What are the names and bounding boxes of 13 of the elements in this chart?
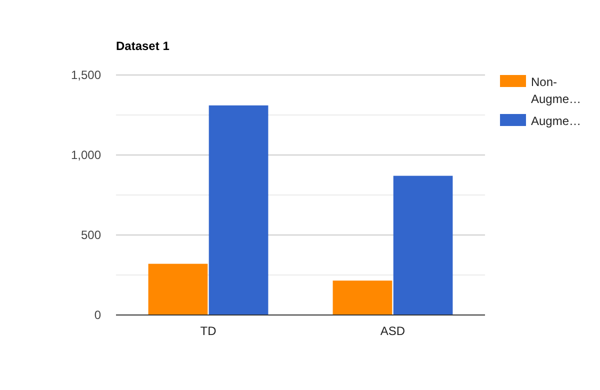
bar <box>332 280 392 315</box>
x-tick-label: ASD <box>380 324 406 338</box>
chart-title: Dataset 1 <box>116 39 170 53</box>
legend-label: Augme… <box>531 114 582 128</box>
legend-label: Non-Augme… <box>531 75 582 106</box>
y-tick-label: 1,000 <box>70 148 102 162</box>
y-tick-label: 500 <box>80 228 102 242</box>
bar <box>393 176 453 315</box>
bar <box>148 264 208 315</box>
x-tick-label: TD <box>200 324 217 338</box>
y-tick-label: 0 <box>94 308 102 322</box>
y-tick-label: 1,500 <box>70 68 102 82</box>
bar <box>208 105 268 315</box>
